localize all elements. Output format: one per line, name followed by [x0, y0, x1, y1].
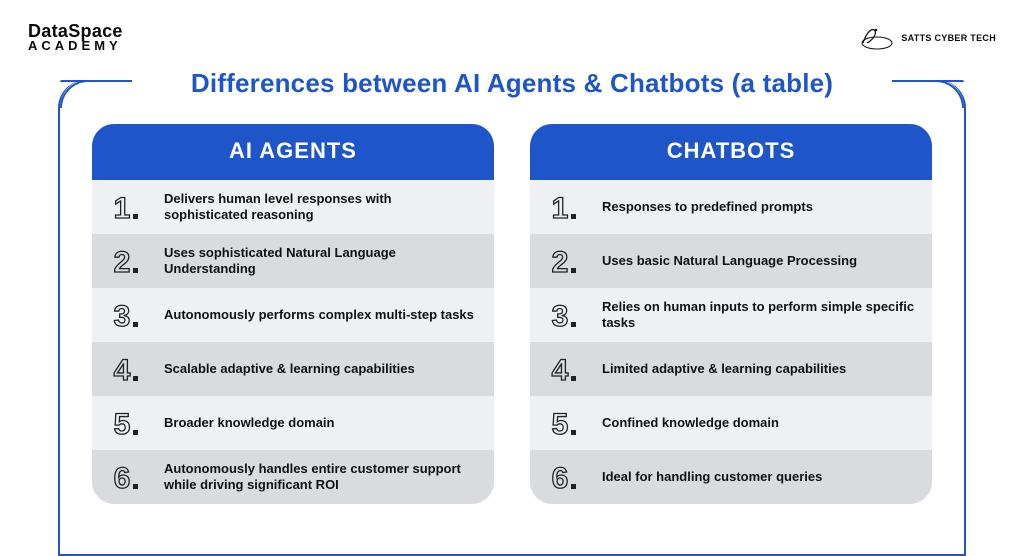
column-header: AI AGENTS: [92, 124, 494, 180]
row-text: Relies on human inputs to perform simple…: [602, 299, 916, 332]
row-number-icon: 6: [546, 461, 588, 493]
svg-text:3: 3: [552, 300, 569, 331]
row-text: Broader knowledge domain: [164, 415, 334, 431]
svg-text:5: 5: [552, 408, 569, 439]
row-text: Autonomously performs complex multi-step…: [164, 307, 474, 323]
row-number-icon: 4: [108, 353, 150, 385]
row-number-icon: 4: [546, 353, 588, 385]
row-number-icon: 1: [546, 191, 588, 223]
table-row: 2 Uses basic Natural Language Processing: [530, 234, 932, 288]
row-text: Autonomously handles entire customer sup…: [164, 461, 478, 494]
row-text: Limited adaptive & learning capabilities: [602, 361, 846, 377]
column-header: CHATBOTS: [530, 124, 932, 180]
svg-text:1: 1: [114, 192, 131, 223]
table-row: 6 Autonomously handles entire customer s…: [92, 450, 494, 504]
table-row: 2 Uses sophisticated Natural Language Un…: [92, 234, 494, 288]
svg-text:5: 5: [114, 408, 131, 439]
svg-text:6: 6: [114, 462, 131, 493]
brand-right-icon: [859, 25, 895, 51]
table-row: 1 Responses to predefined prompts: [530, 180, 932, 234]
column-rows: 1 Delivers human level responses with so…: [92, 180, 494, 504]
column-ai-agents: AI AGENTS 1 Delivers human level respons…: [92, 124, 494, 504]
row-number-icon: 3: [108, 299, 150, 331]
row-number-icon: 5: [108, 407, 150, 439]
column-rows: 1 Responses to predefined prompts 2 Uses…: [530, 180, 932, 504]
table-row: 3 Autonomously performs complex multi-st…: [92, 288, 494, 342]
svg-text:2: 2: [552, 246, 569, 277]
table-row: 1 Delivers human level responses with so…: [92, 180, 494, 234]
table-row: 5 Broader knowledge domain: [92, 396, 494, 450]
svg-text:2: 2: [114, 246, 131, 277]
top-bar: DataSpace ACADEMY SATTS CYBER TECH: [0, 18, 1024, 58]
brand-right-text: SATTS CYBER TECH: [901, 33, 996, 43]
table-row: 4 Limited adaptive & learning capabiliti…: [530, 342, 932, 396]
svg-text:1: 1: [552, 192, 569, 223]
row-text: Ideal for handling customer queries: [602, 469, 822, 485]
row-text: Responses to predefined prompts: [602, 199, 813, 215]
row-number-icon: 2: [546, 245, 588, 277]
row-text: Delivers human level responses with soph…: [164, 191, 478, 224]
svg-text:4: 4: [114, 354, 131, 385]
svg-text:4: 4: [552, 354, 569, 385]
column-chatbots: CHATBOTS 1 Responses to predefined promp…: [530, 124, 932, 504]
table-row: 3 Relies on human inputs to perform simp…: [530, 288, 932, 342]
row-number-icon: 1: [108, 191, 150, 223]
row-number-icon: 3: [546, 299, 588, 331]
row-text: Scalable adaptive & learning capabilitie…: [164, 361, 415, 377]
svg-text:6: 6: [552, 462, 569, 493]
table-row: 4 Scalable adaptive & learning capabilit…: [92, 342, 494, 396]
comparison-columns: AI AGENTS 1 Delivers human level respons…: [92, 124, 932, 504]
brand-left-logo: DataSpace ACADEMY: [28, 23, 123, 52]
svg-text:3: 3: [114, 300, 131, 331]
table-row: 6 Ideal for handling customer queries: [530, 450, 932, 504]
table-row: 5 Confined knowledge domain: [530, 396, 932, 450]
page-title: Differences between AI Agents & Chatbots…: [0, 68, 1024, 99]
brand-right-logo: SATTS CYBER TECH: [859, 25, 996, 51]
brand-left-line2: ACADEMY: [28, 40, 123, 52]
row-text: Uses basic Natural Language Processing: [602, 253, 857, 269]
row-text: Confined knowledge domain: [602, 415, 779, 431]
row-number-icon: 2: [108, 245, 150, 277]
row-number-icon: 5: [546, 407, 588, 439]
row-number-icon: 6: [108, 461, 150, 493]
row-text: Uses sophisticated Natural Language Unde…: [164, 245, 478, 278]
